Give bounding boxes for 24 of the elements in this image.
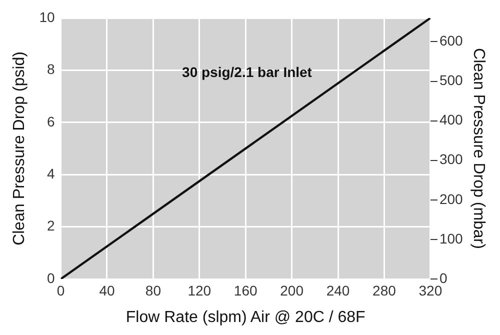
y2-tick-label: 300 [439,151,464,168]
y2-tick-label: 100 [439,230,464,246]
x-tick-label: 120 [188,282,212,298]
y2-tick-label: 200 [439,190,464,207]
y2-tick-label: 500 [439,72,464,88]
x-tick-label: 280 [372,282,396,298]
x-tick-label: 40 [99,282,115,298]
x-tick-label: 80 [145,282,162,298]
x-tick-label: 200 [280,282,304,298]
y2-tick-label: 600 [439,32,464,49]
y2-axis-title: Clean Pressure Drop (mbar) [470,48,487,249]
y-tick-label: 6 [46,113,55,130]
x-tick-label: 160 [234,282,258,298]
x-tick-label: 0 [56,282,65,298]
x-axis-title: Flow Rate (slpm) Air @ 20C / 68F [126,308,366,326]
y-axis-title: Clean Pressure Drop (psid) [11,52,28,246]
y-tick-label: 2 [46,218,55,234]
series-label: 30 psig/2.1 bar Inlet [182,64,312,80]
y-tick-label: 8 [46,61,55,78]
y-tick-label: 4 [46,165,55,182]
y-tick-label: 0 [46,270,55,286]
x-tick-label: 240 [326,282,350,298]
y2-tick-label: 400 [439,112,464,128]
y-tick-label: 10 [39,8,55,25]
